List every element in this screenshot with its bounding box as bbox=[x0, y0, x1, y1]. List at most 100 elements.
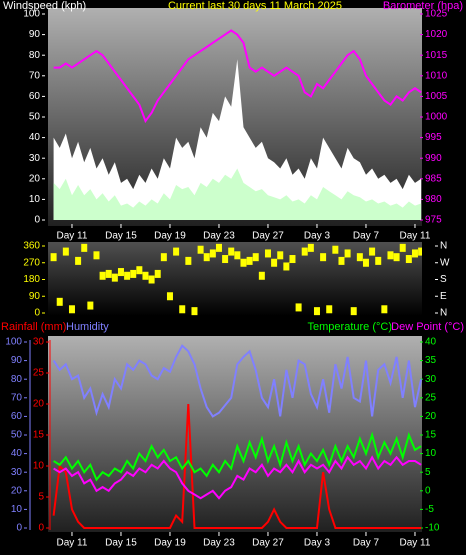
point bbox=[99, 271, 106, 280]
x-tick-label: Day 15 bbox=[105, 538, 137, 549]
point bbox=[387, 251, 394, 260]
line bbox=[53, 431, 422, 482]
plot-layer bbox=[50, 243, 422, 316]
point bbox=[301, 247, 308, 256]
y2-tick-label: 1005 bbox=[425, 91, 448, 102]
point bbox=[166, 292, 173, 301]
y3-tick-label: 15 bbox=[33, 430, 45, 441]
point bbox=[191, 307, 198, 316]
y2-tick-label: 975 bbox=[425, 215, 442, 226]
point bbox=[209, 249, 216, 258]
point bbox=[197, 245, 204, 254]
y-tick-label: 30 bbox=[11, 467, 23, 478]
x-tick-label: Day 27 bbox=[252, 231, 284, 242]
y2-tick-label: 25 bbox=[425, 392, 437, 403]
y3-tick-label: 0 bbox=[38, 523, 44, 534]
y2-tick-label: 1015 bbox=[425, 50, 448, 61]
point bbox=[75, 256, 82, 265]
point bbox=[283, 262, 290, 271]
point bbox=[93, 251, 100, 260]
point bbox=[185, 256, 192, 265]
x-tick-label: Day 15 bbox=[105, 231, 137, 242]
chart-title: Current last 30 days 11 March 2025 bbox=[168, 0, 342, 12]
x-tick-label: Day 11 bbox=[399, 231, 430, 242]
point bbox=[350, 307, 357, 316]
x-tick-label: Day 27 bbox=[252, 538, 284, 549]
y2-tick-label: 995 bbox=[425, 132, 442, 143]
y-tick-label: 60 bbox=[29, 91, 41, 102]
series-label: Humidity bbox=[66, 321, 109, 333]
y2-tick-label: 0 bbox=[425, 485, 431, 496]
point bbox=[240, 258, 247, 267]
point bbox=[81, 243, 88, 252]
y-tick-label: 0 bbox=[34, 215, 40, 226]
y2-tick-label: W bbox=[440, 257, 450, 268]
point bbox=[148, 275, 155, 284]
y2-tick-label: 20 bbox=[425, 411, 437, 422]
point bbox=[154, 269, 161, 278]
y-axis-title: Windspeed (kph) bbox=[3, 0, 86, 12]
y-tick-label: 180 bbox=[23, 274, 40, 285]
point bbox=[179, 305, 186, 314]
point bbox=[418, 247, 422, 256]
series-label: Dew Point (°C) bbox=[391, 321, 464, 333]
point bbox=[369, 247, 376, 256]
y-tick-label: 50 bbox=[11, 430, 23, 441]
point bbox=[173, 247, 180, 256]
y3-tick-label: 5 bbox=[38, 492, 44, 503]
point bbox=[356, 253, 363, 262]
plot-layer bbox=[52, 344, 422, 529]
point bbox=[338, 256, 345, 265]
point bbox=[124, 271, 131, 280]
series-label: Temperature (°C) bbox=[308, 321, 392, 333]
point bbox=[142, 271, 149, 280]
y-tick-label: 70 bbox=[11, 392, 23, 403]
point bbox=[117, 268, 124, 277]
y2-tick-label: N bbox=[440, 241, 447, 252]
x-tick-label: Day 3 bbox=[304, 231, 331, 242]
y2-tick-label: 980 bbox=[425, 194, 442, 205]
y2-tick-label: 1020 bbox=[425, 29, 448, 40]
x-tick-label: Day 7 bbox=[353, 538, 380, 549]
y-tick-label: 20 bbox=[11, 485, 23, 496]
y-tick-label: 0 bbox=[34, 308, 40, 319]
plot-layer bbox=[53, 29, 422, 220]
y2-tick-label: 35 bbox=[425, 355, 437, 366]
y2-tick-label: 1000 bbox=[425, 112, 448, 123]
y-tick-label: 10 bbox=[11, 504, 23, 515]
y-tick-label: 80 bbox=[11, 374, 23, 385]
y2-tick-label: 5 bbox=[425, 467, 431, 478]
y-tick-label: 40 bbox=[11, 448, 23, 459]
point bbox=[344, 249, 351, 258]
y-tick-label: 90 bbox=[29, 291, 41, 302]
point bbox=[399, 243, 406, 252]
point bbox=[234, 251, 241, 260]
y-tick-label: 90 bbox=[11, 355, 23, 366]
x-tick-label: Day 7 bbox=[353, 231, 380, 242]
point bbox=[393, 253, 400, 262]
y2-tick-label: S bbox=[440, 274, 447, 285]
point bbox=[258, 271, 265, 280]
point bbox=[105, 269, 112, 278]
point bbox=[68, 305, 75, 314]
point bbox=[111, 273, 118, 282]
x-tick-label: Day 11 bbox=[399, 538, 430, 549]
y-tick-label: 80 bbox=[29, 50, 41, 61]
point bbox=[87, 301, 94, 310]
y-tick-label: 70 bbox=[29, 70, 41, 81]
y3-tick-label: 20 bbox=[33, 399, 45, 410]
point bbox=[277, 251, 284, 260]
x-tick-label: Day 11 bbox=[56, 538, 87, 549]
point bbox=[130, 269, 137, 278]
area bbox=[53, 168, 422, 220]
y2-tick-label: 30 bbox=[425, 374, 437, 385]
point bbox=[405, 255, 412, 264]
y-tick-label: 40 bbox=[29, 132, 41, 143]
y2-tick-label: 15 bbox=[425, 430, 437, 441]
y-tick-label: 20 bbox=[29, 173, 41, 184]
point bbox=[326, 305, 333, 314]
y2-tick-label: 990 bbox=[425, 153, 442, 164]
y3-tick-label: 25 bbox=[33, 368, 45, 379]
y3-tick-label: 10 bbox=[33, 461, 45, 472]
